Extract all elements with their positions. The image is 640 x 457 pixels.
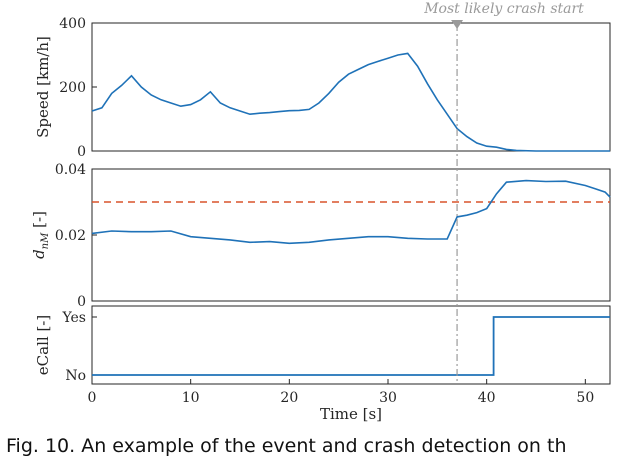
xtick-label: 20 — [280, 390, 298, 406]
speed-ytick-label: 400 — [59, 16, 86, 32]
ecall-xticks: 0 10 20 30 40 50 — [88, 379, 594, 406]
xtick-label: 30 — [379, 390, 397, 406]
speed-ylabel: Speed [km/h] — [34, 36, 52, 138]
crash-start-label: Most likely crash start — [423, 1, 584, 17]
dnm-yticks: 0 0.02 0.04 — [55, 162, 97, 310]
crash-start-marker: Most likely crash start — [423, 1, 584, 384]
ecall-ytick-label: No — [65, 368, 86, 384]
speed-line — [91, 52, 610, 152]
ecall-ylabel: eCall [-] — [34, 315, 52, 375]
dnm-ytick-label: 0.02 — [55, 228, 86, 244]
ecall-yticks: No Yes — [62, 310, 97, 384]
ecall-panel: No Yes 0 10 20 30 40 50 eCall [-] Time [s] — [34, 305, 611, 423]
speed-axes-frame — [91, 22, 611, 152]
xlabel: Time [s] — [320, 405, 382, 423]
dnm-ytick-label: 0 — [77, 294, 86, 310]
dnm-axes-frame — [91, 168, 611, 302]
xtick-label: 0 — [88, 390, 97, 406]
figure-caption: Fig. 10. An example of the event and cra… — [6, 435, 566, 457]
xtick-label: 10 — [182, 390, 200, 406]
speed-ytick-label: 0 — [77, 144, 86, 160]
xtick-label: 40 — [478, 390, 496, 406]
speed-panel: 0 200 400 Speed [km/h] — [34, 16, 611, 160]
crash-start-triangle — [451, 20, 464, 29]
dnm-panel: 0 0.02 0.04 dnM [-] — [30, 162, 611, 310]
speed-yticks: 0 200 400 — [59, 16, 97, 160]
xtick-label: 50 — [576, 390, 594, 406]
ecall-ytick-label: Yes — [62, 310, 87, 326]
dnm-ylabel: dnM [-] — [30, 211, 51, 259]
speed-ytick-label: 200 — [59, 80, 86, 96]
dnm-line — [91, 179, 611, 245]
ecall-line — [92, 316, 610, 376]
ecall-axes-frame — [91, 305, 611, 385]
dnm-ytick-label: 0.04 — [55, 162, 86, 178]
